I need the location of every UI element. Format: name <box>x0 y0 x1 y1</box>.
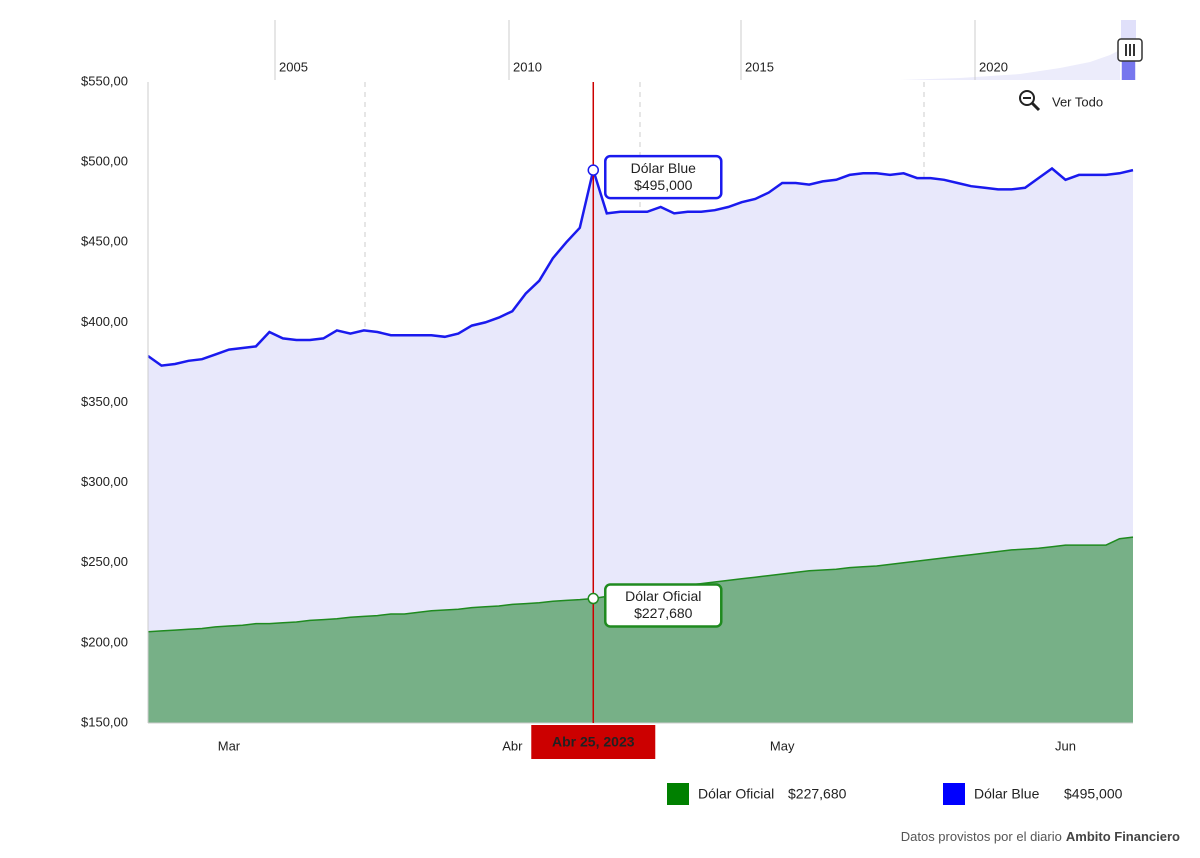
y-tick-label: $350,00 <box>81 394 128 409</box>
crosshair-label-box <box>531 725 656 759</box>
legend-swatch <box>943 783 965 805</box>
navigator <box>900 20 1143 80</box>
x-tick-label: Abr <box>502 738 523 753</box>
legend-label: Dólar Oficial <box>698 786 774 802</box>
x-tick-label: Jun <box>1055 738 1076 753</box>
reset-zoom-button[interactable]: Ver Todo <box>1019 90 1103 112</box>
y-tick-label: $250,00 <box>81 554 128 569</box>
tooltip-box <box>604 154 723 200</box>
tooltip-name: Dólar Oficial <box>625 588 701 604</box>
navigator-label: 2015 <box>745 59 774 74</box>
area-fill <box>148 537 1133 723</box>
navigator-label: 2010 <box>513 59 542 74</box>
tooltip-value: $227,680 <box>634 605 693 621</box>
legend-value: $495,000 <box>1064 786 1123 802</box>
y-tick-label: $150,00 <box>81 714 128 729</box>
reset-zoom-label[interactable]: Ver Todo <box>1052 94 1103 109</box>
navigator-label: 2020 <box>979 59 1008 74</box>
y-tick-label: $550,00 <box>81 73 128 88</box>
tooltip-name: Dólar Blue <box>631 160 697 176</box>
x-tick-label: May <box>770 738 795 753</box>
footer-source: Ambito Financiero <box>1066 829 1180 844</box>
plot <box>147 165 1134 723</box>
zoom-icon <box>1030 101 1041 112</box>
tooltip-box <box>604 583 723 628</box>
series-line <box>147 165 1134 367</box>
navigator-area <box>900 50 1120 80</box>
hover-marker <box>587 164 600 176</box>
y-tick-label: $200,00 <box>81 634 128 649</box>
legend-label: Dólar Blue <box>974 786 1040 802</box>
y-tick-label: $450,00 <box>81 234 128 249</box>
footer-text: Datos provistos por el diario <box>901 829 1062 844</box>
x-tick-label: Mar <box>218 738 241 753</box>
navigator-label: 2005 <box>279 59 308 74</box>
y-tick-label: $500,00 <box>81 154 128 169</box>
y-tick-label: $400,00 <box>81 314 128 329</box>
tooltip-value: $495,000 <box>634 177 693 193</box>
footer: Datos provistos por el diario Ambito Fina… <box>901 829 1180 844</box>
crosshair-label: Abr 25, 2023 <box>552 734 635 750</box>
zoom-icon <box>1019 90 1035 106</box>
legend-swatch <box>667 783 689 805</box>
legend-value: $227,680 <box>788 786 847 802</box>
y-tick-label: $300,00 <box>81 474 128 489</box>
hover-marker <box>587 592 600 605</box>
